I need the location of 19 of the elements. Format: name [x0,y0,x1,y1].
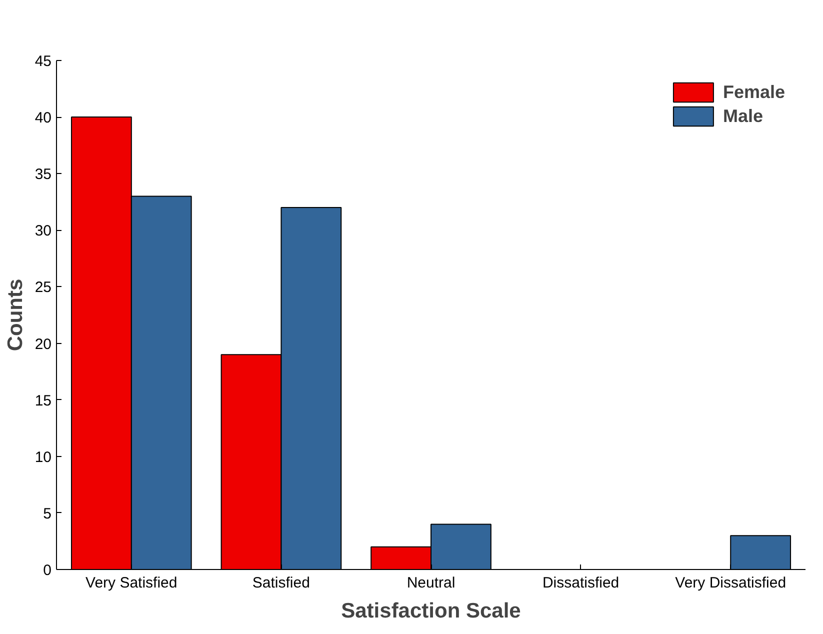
y-tick-label: 45 [34,53,52,70]
x-tick-label: Very Dissatisfied [675,574,786,592]
x-axis-title: Satisfaction Scale [341,600,521,622]
y-axis-title: Counts [4,278,27,352]
x-tick-label: Satisfied [252,574,310,592]
y-tick-label: 0 [43,562,52,579]
y-tick-label: 35 [34,166,52,184]
y-tick-label: 25 [34,279,52,296]
y-tick-label: 15 [34,392,52,410]
y-tick-label: 40 [34,110,52,127]
y-tick-label: 20 [34,336,52,353]
legend-label: Male [722,106,763,126]
y-tick-label: 30 [34,222,52,240]
y-tick-label: 5 [43,505,52,522]
x-tick-label: Dissatisfied [542,574,620,592]
legend-label: Female [722,82,785,102]
y-tick-label: 10 [34,448,52,466]
x-tick-label: Very Satisfied [86,574,178,592]
x-tick-label: Neutral [406,574,456,592]
